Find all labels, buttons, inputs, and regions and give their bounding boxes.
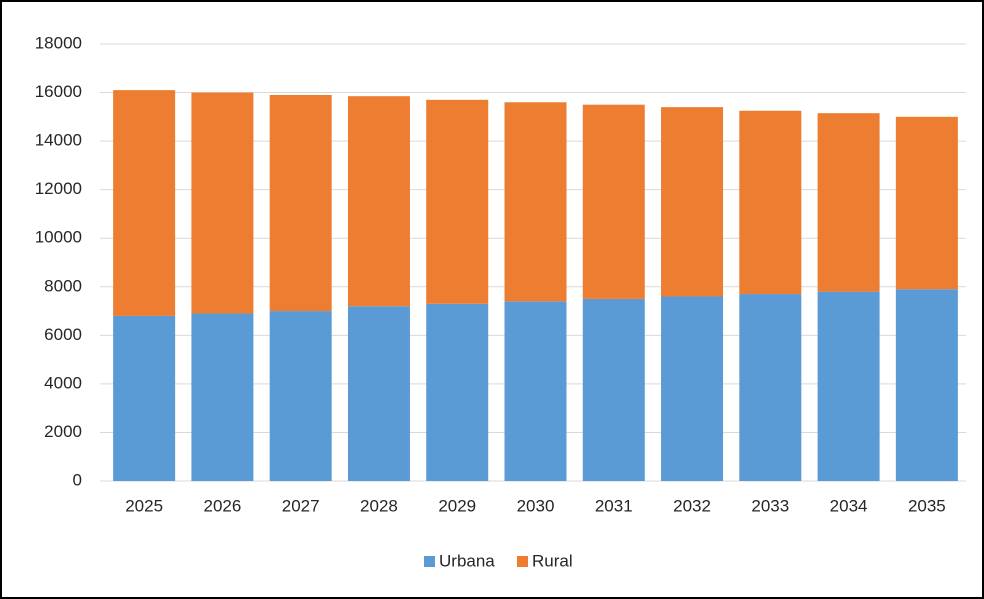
- y-tick-label: 0: [73, 470, 82, 489]
- bar-segment: [739, 294, 802, 481]
- y-tick-label: 16000: [35, 82, 82, 101]
- bar-segment: [426, 303, 489, 481]
- legend-swatch: [517, 556, 528, 567]
- x-tick-label: 2033: [751, 496, 789, 515]
- bar-segment: [582, 298, 645, 481]
- bar-segment: [661, 296, 724, 481]
- x-tick-label: 2027: [282, 496, 320, 515]
- y-tick-label: 2000: [44, 422, 82, 441]
- bar-segment: [504, 301, 567, 481]
- bar-segment: [113, 90, 176, 316]
- x-tick-label: 2026: [203, 496, 241, 515]
- bar-segment: [269, 311, 332, 481]
- bar-segment: [817, 291, 880, 481]
- bar-segment: [582, 104, 645, 299]
- bar-segment: [739, 110, 802, 295]
- bar-segment: [817, 113, 880, 292]
- bar-segment: [269, 94, 332, 312]
- y-tick-label: 10000: [35, 228, 82, 247]
- x-tick-label: 2028: [360, 496, 398, 515]
- bar-segment: [347, 306, 410, 481]
- bar-segment: [347, 96, 410, 307]
- x-tick-label: 2030: [517, 496, 555, 515]
- x-tick-label: 2031: [595, 496, 633, 515]
- bar-segment: [504, 102, 567, 302]
- x-tick-label: 2032: [673, 496, 711, 515]
- y-tick-label: 4000: [44, 373, 82, 392]
- x-tick-label: 2034: [830, 496, 868, 515]
- bar-segment: [895, 116, 958, 290]
- x-tick-label: 2029: [438, 496, 476, 515]
- y-tick-label: 18000: [35, 33, 82, 52]
- bar-segment: [426, 99, 489, 304]
- bar-segment: [895, 289, 958, 481]
- x-tick-label: 2025: [125, 496, 163, 515]
- bar-segment: [113, 315, 176, 481]
- x-tick-label: 2035: [908, 496, 946, 515]
- y-tick-label: 6000: [44, 325, 82, 344]
- legend-label: Urbana: [439, 551, 495, 570]
- legend-label: Rural: [532, 551, 573, 570]
- bar-segment: [661, 107, 724, 297]
- bar-segment: [191, 313, 254, 481]
- y-tick-label: 12000: [35, 179, 82, 198]
- bar-segment: [191, 92, 254, 314]
- legend-swatch: [424, 556, 435, 567]
- y-tick-label: 8000: [44, 276, 82, 295]
- y-tick-label: 14000: [35, 131, 82, 150]
